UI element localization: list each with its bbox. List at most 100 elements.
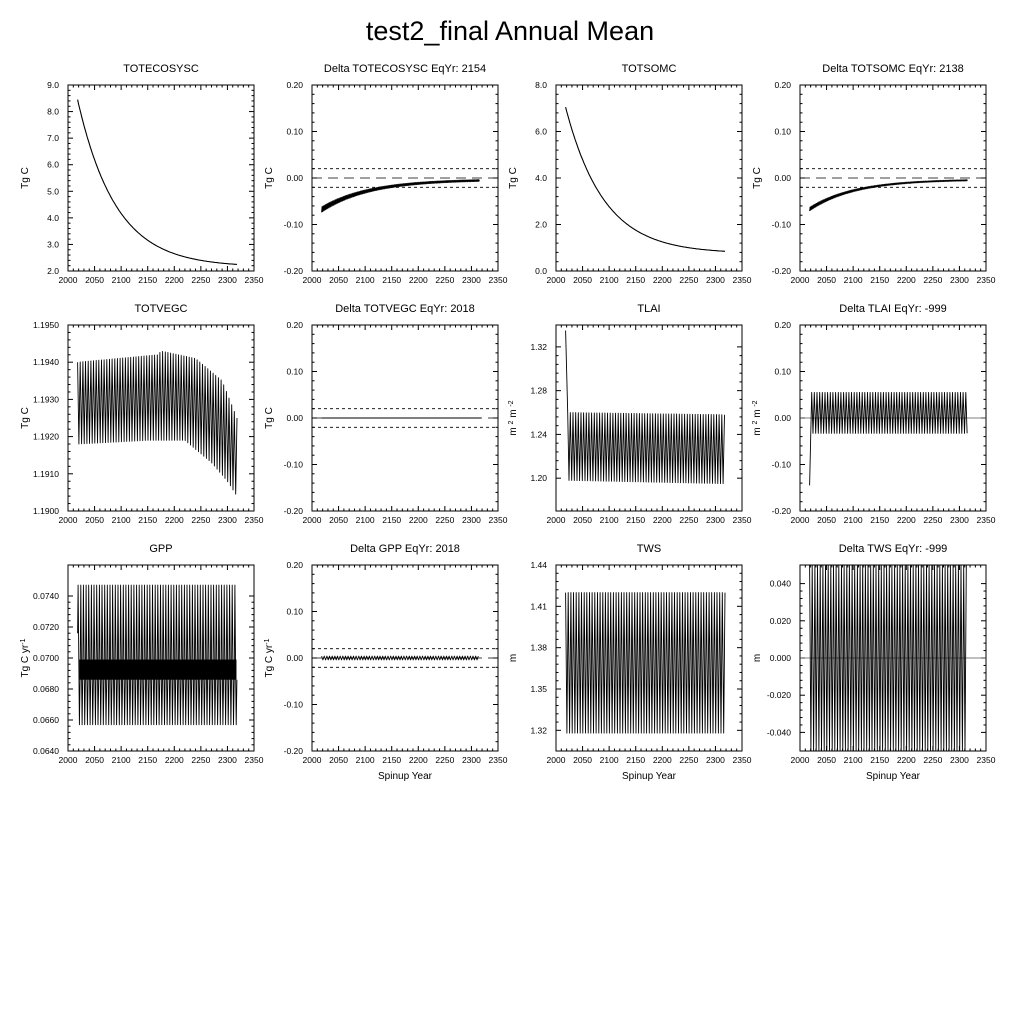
y-tick-label: 0.20: [286, 80, 303, 90]
y-axis-label: m 2 m -2: [752, 400, 764, 435]
x-tick-label: 2050: [573, 755, 592, 765]
y-tick-label: 4.0: [535, 173, 547, 183]
panel-title: Delta TWS EqYr: -999: [839, 543, 948, 555]
x-axis: 2000 2050 2100 2150 2200 2250 2300 2350: [59, 85, 264, 285]
y-tick-label: -0.20: [772, 506, 792, 516]
x-axis: 2000 2050 2100 2150 2200 2250 2300 2350: [59, 325, 264, 525]
x-tick-label: 2250: [191, 275, 210, 285]
y-tick-label: 0.040: [770, 579, 792, 589]
x-tick-label: 2200: [897, 275, 916, 285]
y-tick-label: 1.1930: [33, 394, 59, 404]
x-tick-label: 2300: [462, 515, 481, 525]
y-tick-label: 0.00: [774, 173, 791, 183]
y-tick-label: 1.35: [530, 684, 547, 694]
x-axis: 2000 2050 2100 2150 2200 2250 2300 2350: [547, 85, 752, 285]
y-axis: -0.20 -0.10 0.00 0.10 0.20: [772, 320, 986, 516]
y-tick-label: 1.32: [530, 725, 547, 735]
y-tick-label: 1.1910: [33, 469, 59, 479]
x-tick-label: 2350: [733, 755, 752, 765]
series-line: [77, 99, 238, 265]
y-tick-label: -0.10: [772, 460, 792, 470]
x-tick-label: 2250: [923, 275, 942, 285]
plot-area: [800, 565, 986, 751]
panels-grid: TOTECOSYSC 2000 2050 2100 2150 2200 2250 2300 23…: [20, 63, 996, 782]
x-tick-label: 2050: [817, 275, 836, 285]
plot-area: [312, 408, 498, 428]
x-tick-label: 2350: [489, 515, 508, 525]
y-tick-label: 0.00: [774, 413, 791, 423]
x-tick-label: 2300: [218, 515, 237, 525]
y-tick-label: 0.0740: [33, 591, 59, 601]
y-tick-label: 0.020: [770, 616, 792, 626]
y-axis-label: Tg C: [264, 407, 275, 429]
series-line: [809, 179, 968, 212]
x-tick-label: 2050: [85, 275, 104, 285]
y-tick-label: 2.0: [535, 220, 547, 230]
x-tick-label: 2300: [950, 275, 969, 285]
y-tick-label: 3.0: [47, 239, 59, 249]
x-tick-label: 2050: [329, 515, 348, 525]
x-tick-label: 2050: [573, 275, 592, 285]
series-line: [77, 350, 238, 495]
y-tick-label: -0.20: [284, 506, 304, 516]
x-tick-label: 2100: [844, 755, 863, 765]
series-line: [565, 330, 725, 485]
x-tick-label: 2150: [870, 755, 889, 765]
x-tick-label: 2050: [85, 755, 104, 765]
plot-area: [312, 648, 498, 668]
y-tick-label: 0.20: [286, 320, 303, 330]
x-tick-label: 2250: [679, 275, 698, 285]
y-tick-label: 1.32: [530, 342, 547, 352]
y-tick-label: 0.00: [286, 653, 303, 663]
y-tick-label: 0.0640: [33, 746, 59, 756]
series-line: [565, 106, 726, 252]
panel-title: TLAI: [637, 303, 660, 315]
panel-0: TOTECOSYSC 2000 2050 2100 2150 2200 2250 2300 23…: [20, 63, 264, 285]
series-line: [321, 179, 480, 213]
x-tick-label: 2100: [844, 515, 863, 525]
x-tick-label: 2000: [303, 755, 322, 765]
y-axis: -0.040 -0.020 0.000 0.020 0.040: [767, 579, 986, 737]
x-axis: 2000 2050 2100 2150 2200 2250 2300 2350: [303, 565, 508, 765]
y-tick-label: -0.10: [284, 460, 304, 470]
y-tick-label: 1.44: [530, 560, 547, 570]
y-tick-label: 0.20: [774, 80, 791, 90]
panel-title: Delta TLAI EqYr: -999: [839, 303, 946, 315]
y-axis-label: m: [752, 654, 763, 662]
x-tick-label: 2000: [303, 275, 322, 285]
x-tick-label: 2350: [733, 275, 752, 285]
x-tick-label: 2000: [547, 755, 566, 765]
y-axis: 0.0 2.0 4.0 6.0 8.0: [535, 80, 742, 276]
x-tick-label: 2200: [409, 515, 428, 525]
y-tick-label: 7.0: [47, 133, 59, 143]
plot-area: [800, 391, 986, 486]
x-axis: 2000 2050 2100 2150 2200 2250 2300 2350: [59, 565, 264, 765]
x-axis: 2000 2050 2100 2150 2200 2250 2300 2350: [547, 565, 752, 765]
panel-title: TOTECOSYSC: [123, 63, 199, 75]
x-tick-label: 2100: [844, 275, 863, 285]
plot-area: [77, 99, 238, 265]
plot-area: [565, 106, 726, 252]
panel-5: Delta TOTVEGC EqYr: 2018 2000 2050 2100 2150…: [264, 303, 508, 525]
x-tick-label: 2300: [706, 755, 725, 765]
x-axis: 2000 2050 2100 2150 2200 2250 2300 2350: [303, 325, 508, 525]
y-axis-label: m 2 m -2: [508, 400, 520, 435]
x-axis-label: Spinup Year: [622, 771, 677, 782]
x-tick-label: 2350: [977, 275, 996, 285]
x-tick-label: 2000: [547, 275, 566, 285]
x-tick-label: 2350: [977, 755, 996, 765]
x-tick-label: 2000: [59, 755, 78, 765]
x-tick-label: 2100: [356, 515, 375, 525]
y-tick-label: 4.0: [47, 213, 59, 223]
y-tick-label: 1.28: [530, 386, 547, 396]
y-tick-label: 0.0680: [33, 684, 59, 694]
x-tick-label: 2300: [462, 275, 481, 285]
x-tick-label: 2150: [626, 755, 645, 765]
x-tick-label: 2250: [923, 755, 942, 765]
x-tick-label: 2200: [409, 755, 428, 765]
x-tick-label: 2350: [489, 755, 508, 765]
y-tick-label: 1.24: [530, 429, 547, 439]
